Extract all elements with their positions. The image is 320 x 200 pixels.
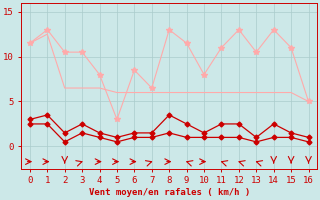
X-axis label: Vent moyen/en rafales ( km/h ): Vent moyen/en rafales ( km/h ) — [89, 188, 250, 197]
